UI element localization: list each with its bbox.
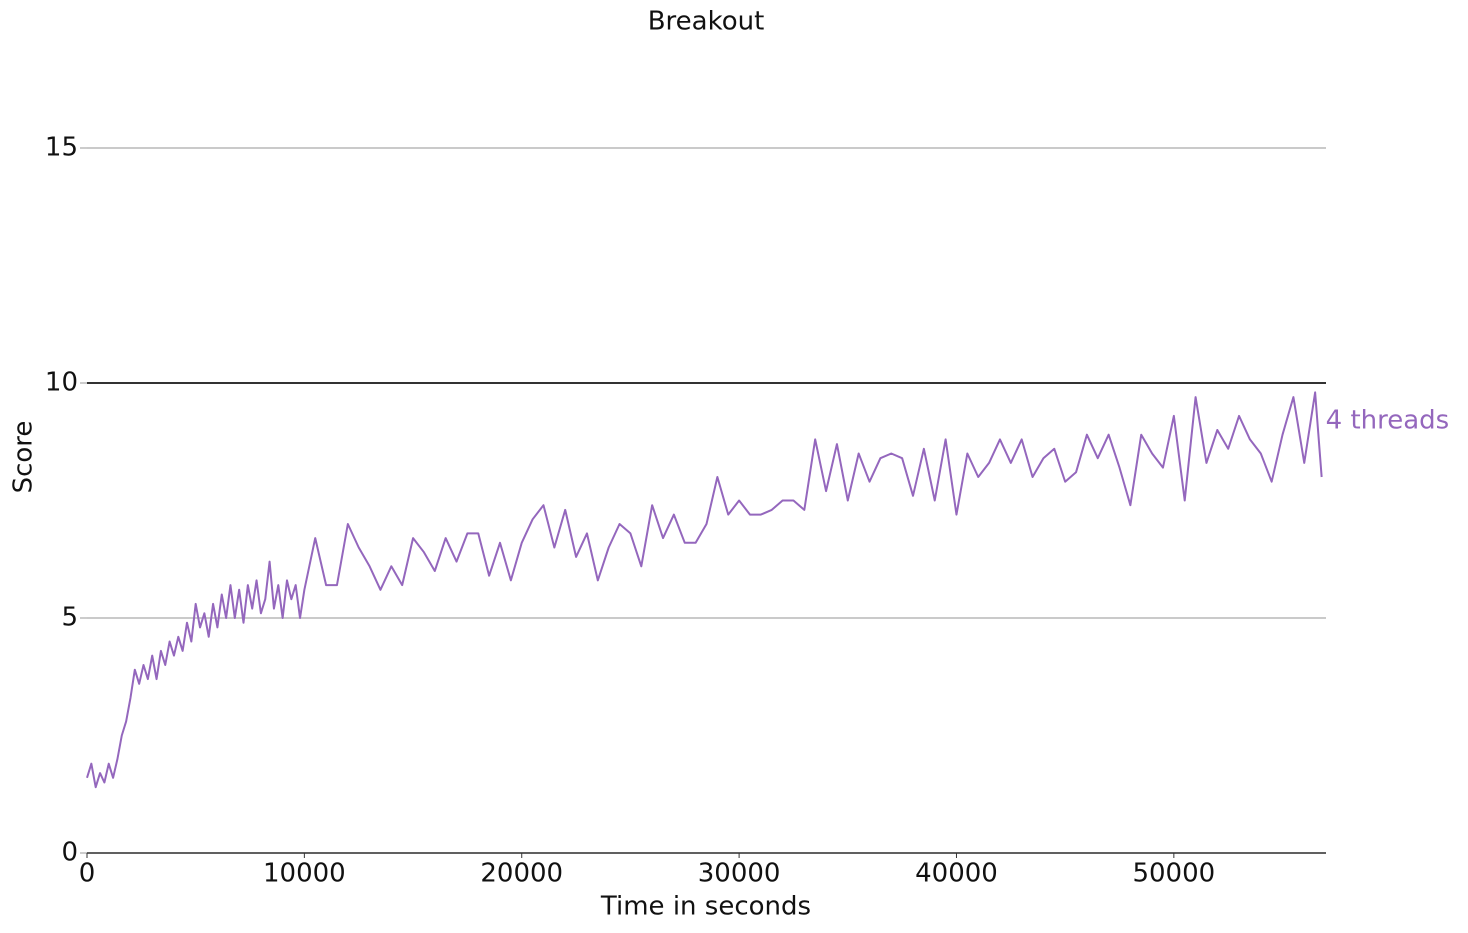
x-tick-label: 50000 <box>1132 859 1215 889</box>
y-tick-label: 15 <box>45 133 78 163</box>
x-tick-label: 40000 <box>915 859 998 889</box>
y-tick-label: 10 <box>45 368 78 398</box>
series-label: 4 threads <box>1326 406 1450 436</box>
y-tick-label: 5 <box>61 603 78 633</box>
x-tick-label: 0 <box>79 859 96 889</box>
x-tick-label: 20000 <box>480 859 563 889</box>
y-tick-label: 0 <box>61 838 78 868</box>
chart-title: Breakout <box>648 7 765 37</box>
x-tick-label: 10000 <box>263 859 346 889</box>
x-tick-label: 30000 <box>698 859 781 889</box>
x-axis-label: Time in seconds <box>600 892 811 922</box>
y-axis-label: Score <box>9 421 39 494</box>
data-line <box>86 391 1323 789</box>
